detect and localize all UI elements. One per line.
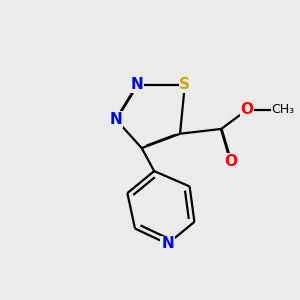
Text: CH₃: CH₃ [271,103,294,116]
Text: O: O [224,154,237,169]
Text: N: N [110,112,122,127]
Text: N: N [161,236,174,251]
Text: O: O [241,102,254,117]
Text: S: S [179,77,190,92]
Text: N: N [130,77,143,92]
